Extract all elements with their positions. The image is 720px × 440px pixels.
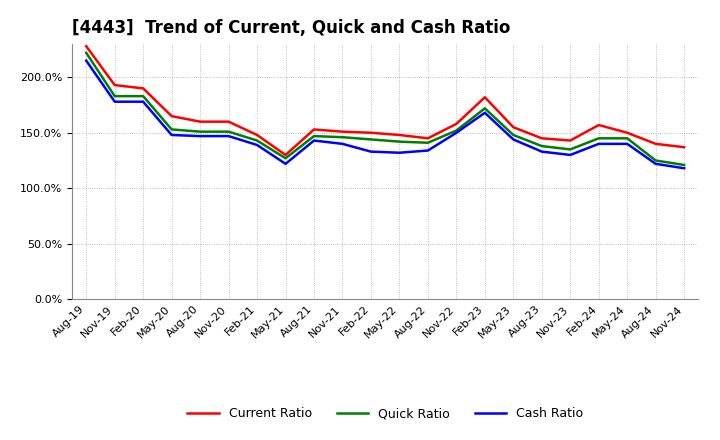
Current Ratio: [196, 119, 204, 125]
Cash Ratio: [366, 149, 375, 154]
Cash Ratio: [566, 152, 575, 158]
Cash Ratio: [509, 137, 518, 142]
Line: Cash Ratio: Cash Ratio: [86, 61, 684, 168]
Current Ratio: [366, 130, 375, 136]
Cash Ratio: [480, 110, 489, 115]
Quick Ratio: [423, 140, 432, 145]
Legend: Current Ratio, Quick Ratio, Cash Ratio: Current Ratio, Quick Ratio, Cash Ratio: [182, 403, 588, 425]
Quick Ratio: [680, 162, 688, 168]
Current Ratio: [338, 129, 347, 134]
Current Ratio: [310, 127, 318, 132]
Quick Ratio: [310, 133, 318, 139]
Current Ratio: [566, 138, 575, 143]
Cash Ratio: [110, 99, 119, 104]
Quick Ratio: [652, 158, 660, 163]
Current Ratio: [509, 125, 518, 130]
Quick Ratio: [196, 129, 204, 134]
Current Ratio: [480, 95, 489, 100]
Quick Ratio: [225, 129, 233, 134]
Current Ratio: [282, 152, 290, 158]
Current Ratio: [225, 119, 233, 125]
Cash Ratio: [652, 161, 660, 166]
Quick Ratio: [282, 156, 290, 161]
Quick Ratio: [623, 136, 631, 141]
Cash Ratio: [423, 148, 432, 153]
Quick Ratio: [480, 106, 489, 111]
Cash Ratio: [282, 161, 290, 166]
Cash Ratio: [680, 165, 688, 171]
Cash Ratio: [225, 133, 233, 139]
Current Ratio: [652, 141, 660, 147]
Current Ratio: [595, 122, 603, 128]
Current Ratio: [680, 145, 688, 150]
Quick Ratio: [395, 139, 404, 144]
Current Ratio: [167, 114, 176, 119]
Line: Quick Ratio: Quick Ratio: [86, 53, 684, 165]
Line: Current Ratio: Current Ratio: [86, 46, 684, 155]
Quick Ratio: [110, 94, 119, 99]
Quick Ratio: [566, 147, 575, 152]
Text: [4443]  Trend of Current, Quick and Cash Ratio: [4443] Trend of Current, Quick and Cash …: [72, 19, 510, 37]
Cash Ratio: [395, 150, 404, 155]
Cash Ratio: [452, 130, 461, 136]
Current Ratio: [110, 82, 119, 88]
Current Ratio: [537, 136, 546, 141]
Cash Ratio: [253, 142, 261, 147]
Cash Ratio: [167, 132, 176, 138]
Quick Ratio: [452, 128, 461, 133]
Quick Ratio: [139, 94, 148, 99]
Cash Ratio: [310, 138, 318, 143]
Quick Ratio: [366, 137, 375, 142]
Cash Ratio: [537, 149, 546, 154]
Cash Ratio: [338, 141, 347, 147]
Current Ratio: [253, 132, 261, 138]
Quick Ratio: [253, 138, 261, 143]
Current Ratio: [139, 86, 148, 91]
Cash Ratio: [623, 141, 631, 147]
Cash Ratio: [196, 133, 204, 139]
Current Ratio: [395, 132, 404, 138]
Cash Ratio: [82, 58, 91, 63]
Quick Ratio: [595, 136, 603, 141]
Quick Ratio: [537, 143, 546, 149]
Quick Ratio: [167, 127, 176, 132]
Quick Ratio: [338, 135, 347, 140]
Cash Ratio: [595, 141, 603, 147]
Cash Ratio: [139, 99, 148, 104]
Current Ratio: [452, 121, 461, 127]
Current Ratio: [423, 136, 432, 141]
Current Ratio: [623, 130, 631, 136]
Current Ratio: [82, 44, 91, 49]
Quick Ratio: [509, 132, 518, 138]
Quick Ratio: [82, 50, 91, 55]
